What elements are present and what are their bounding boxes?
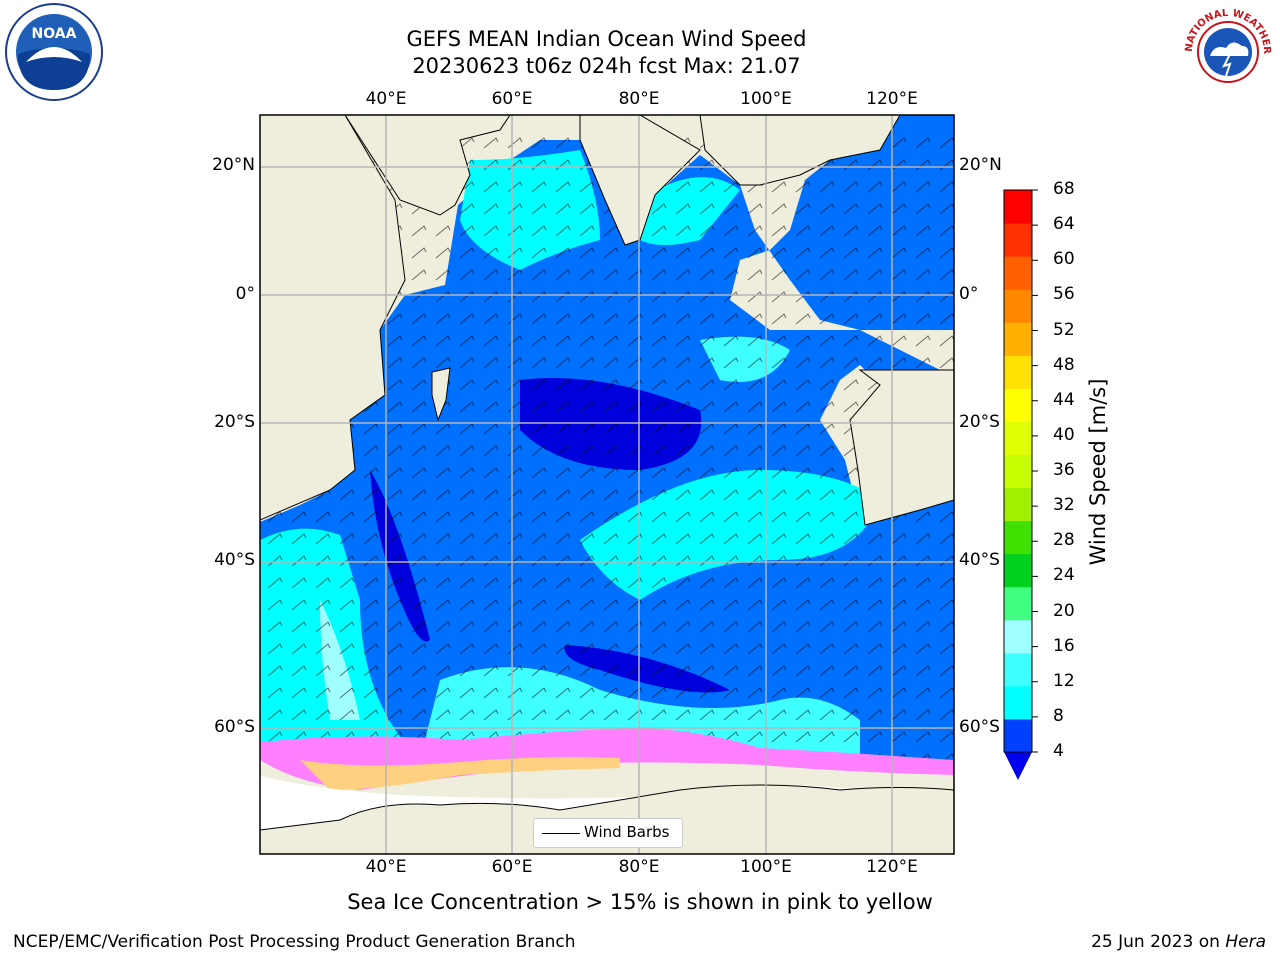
colorbar-segment (1004, 256, 1032, 290)
lat-label-right: 20°N (959, 155, 1002, 175)
lon-label-top: 120°E (866, 89, 918, 109)
sea-ice-caption: Sea Ice Concentration > 15% is shown in … (347, 890, 933, 914)
lat-label-left: 20°N (212, 155, 255, 175)
colorbar-segment (1004, 355, 1032, 389)
lon-label-bottom: 100°E (740, 857, 792, 877)
india-land (579, 115, 701, 246)
colorbar-title: Wind Speed [m/s] (1086, 378, 1110, 566)
map-subtitle: 20230623 t06z 024h fcst Max: 21.07 (412, 54, 801, 78)
lat-label-right: 60°S (959, 717, 1000, 737)
lon-label-bottom: 60°E (491, 857, 533, 877)
colorbar-segment (1004, 223, 1032, 257)
lat-label-left: 20°S (214, 412, 255, 432)
noaa-logo: NOAA (5, 3, 103, 101)
lat-label-right: 0° (959, 284, 979, 304)
lat-label-left: 40°S (214, 550, 255, 570)
map-title: GEFS MEAN Indian Ocean Wind Speed (406, 27, 807, 51)
colorbar-segment (1004, 454, 1032, 489)
colorbar-under-extension (1004, 752, 1032, 780)
colorbar-tick-label: 36 (1053, 460, 1075, 480)
map-frame (259, 114, 955, 855)
colorbar-tick-label: 12 (1053, 670, 1075, 691)
nws-logo: NATIONAL WEATHER SERVICE (1180, 4, 1274, 98)
lon-label-bottom: 120°E (866, 857, 918, 877)
colorbar-segment (1004, 322, 1032, 356)
footer-machine: Hera (1225, 932, 1266, 952)
colorbar-segment (1004, 586, 1032, 621)
colorbar-tick-label: 20 (1053, 600, 1075, 621)
colorbar-tick-label: 8 (1053, 705, 1064, 726)
colorbar-tick-label: 52 (1053, 319, 1075, 340)
colorbar-segment (1004, 289, 1032, 323)
colorbar-segment (1004, 553, 1032, 588)
colorbar-tick-label: 44 (1053, 389, 1075, 410)
colorbar-tick-label: 56 (1053, 284, 1075, 305)
lon-label-top: 40°E (365, 89, 407, 109)
lon-label-top: 100°E (740, 89, 792, 109)
colorbar-segment (1004, 520, 1032, 555)
africa-land (260, 115, 406, 521)
colorbar-tick-label: 24 (1053, 565, 1075, 586)
colorbar-tick-label: 40 (1053, 424, 1075, 445)
colorbar-segment (1004, 718, 1032, 753)
graticule (260, 115, 954, 854)
footer-date-text: 25 Jun 2023 on (1091, 932, 1226, 952)
colorbar-segment (1004, 190, 1032, 224)
colorbar-tick-label: 28 (1053, 530, 1075, 551)
footer-credit: NCEP/EMC/Verification Post Processing Pr… (13, 932, 576, 952)
lat-label-right: 40°S (959, 550, 1000, 570)
colorbar-tick-label: 32 (1053, 495, 1075, 516)
colorbar-segment (1004, 388, 1032, 422)
colorbar-tick-label: 64 (1053, 214, 1075, 235)
colorbar-tick-label: 4 (1053, 741, 1064, 761)
legend-label: Wind Barbs (584, 823, 670, 841)
lat-label-right: 20°S (959, 412, 1000, 432)
lon-label-top: 80°E (618, 89, 660, 109)
sea-ice-high (300, 757, 620, 790)
lat-label-left: 0° (235, 284, 255, 304)
lon-label-bottom: 40°E (365, 857, 407, 877)
colorbar-tick-label: 60 (1053, 249, 1075, 270)
lon-label-bottom: 80°E (618, 857, 660, 877)
noaa-logo-text: NOAA (32, 26, 77, 42)
madagascar-land (431, 367, 451, 422)
footer-date: 25 Jun 2023 on Hera (1091, 932, 1266, 952)
colorbar-segment (1004, 685, 1032, 720)
colorbar-tick-label: 48 (1053, 354, 1075, 375)
colorbar-segment (1004, 487, 1032, 522)
colorbar-segment (1004, 652, 1032, 687)
australia-land (849, 369, 954, 526)
lon-label-top: 60°E (491, 89, 533, 109)
colorbar (1003, 189, 1038, 780)
colorbar-segment (1004, 421, 1032, 455)
colorbar-tick-label: 16 (1053, 635, 1075, 656)
lat-label-left: 60°S (214, 717, 255, 737)
map-legend: Wind Barbs (533, 818, 683, 848)
colorbar-tick-label: 68 (1053, 179, 1075, 199)
wind-barb-legend-line (542, 833, 580, 834)
colorbar-segment (1004, 619, 1032, 654)
